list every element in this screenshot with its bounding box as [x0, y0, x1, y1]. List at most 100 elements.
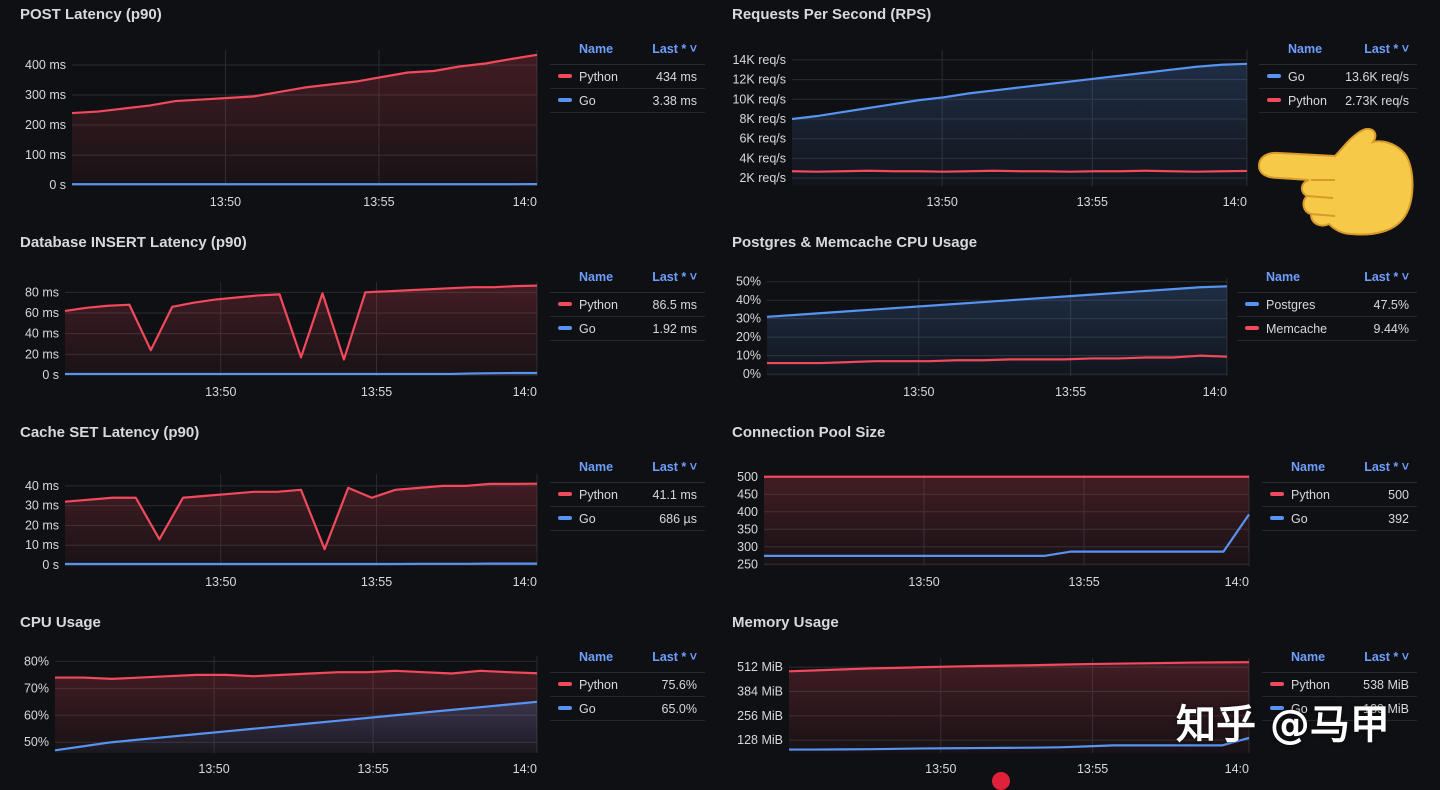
legend-row[interactable]: Python 434 ms — [550, 65, 705, 89]
legend-sort-last[interactable]: Last * ˅ — [652, 650, 697, 664]
series-last-value: 75.6% — [662, 678, 697, 692]
y-tick-label: 70% — [24, 681, 49, 695]
series-last-value: 47.5% — [1374, 298, 1409, 312]
panel-title: Memory Usage — [732, 614, 839, 631]
panel-title: Requests Per Second (RPS) — [732, 6, 931, 23]
series-name: Python — [1291, 488, 1330, 502]
legend-sort-last[interactable]: Last * ˅ — [652, 270, 697, 284]
y-tick-label: 14K req/s — [732, 53, 786, 67]
y-tick-label: 0% — [743, 367, 761, 381]
y-tick-label: 12K req/s — [732, 73, 786, 87]
x-tick-label: 13:55 — [361, 385, 392, 399]
series-swatch — [1270, 492, 1284, 496]
y-tick-label: 400 ms — [25, 58, 66, 72]
legend-sort-name[interactable]: Name — [579, 42, 613, 56]
legend-sort-last[interactable]: Last * ˅ — [1364, 270, 1409, 284]
series-name: Python — [1291, 678, 1330, 692]
legend-sort-name[interactable]: Name — [1291, 650, 1325, 664]
panel-title: Cache SET Latency (p90) — [20, 424, 199, 441]
legend-sort-name[interactable]: Name — [579, 650, 613, 664]
y-tick-label: 50% — [24, 735, 49, 749]
series-swatch — [558, 682, 572, 686]
series-swatch — [1270, 682, 1284, 686]
y-tick-label: 350 — [737, 522, 758, 536]
series-swatch — [558, 326, 572, 330]
series-swatch — [558, 706, 572, 710]
y-tick-label: 8K req/s — [739, 112, 786, 126]
panel-title: POST Latency (p90) — [20, 6, 162, 23]
x-tick-label: 13:55 — [357, 762, 388, 776]
series-area-python — [65, 286, 537, 376]
legend-sort-last[interactable]: Last * ˅ — [1364, 460, 1409, 474]
series-name: Python — [579, 298, 618, 312]
panel-cpu-usage-pg-mc[interactable]: Postgres & Memcache CPU Usage 0%10%20%30… — [732, 234, 1422, 414]
series-swatch — [558, 74, 572, 78]
y-tick-label: 0 s — [42, 368, 59, 382]
legend-sort-name[interactable]: Name — [1266, 270, 1300, 284]
series-swatch — [558, 492, 572, 496]
series-swatch — [558, 516, 572, 520]
series-last-value: 392 — [1388, 512, 1409, 526]
legend-sort-last[interactable]: Last * ˅ — [652, 42, 697, 56]
x-tick-label: 13:55 — [1068, 575, 1099, 589]
series-name: Python — [579, 70, 618, 84]
legend-sort-name[interactable]: Name — [579, 460, 613, 474]
series-name: Python — [579, 488, 618, 502]
x-tick-label: 14:0 — [1203, 385, 1227, 399]
series-name: Memcache — [1266, 322, 1327, 336]
y-tick-label: 6K req/s — [739, 132, 786, 146]
x-tick-label: 13:50 — [205, 575, 236, 589]
series-last-value: 86.5 ms — [653, 298, 697, 312]
x-tick-label: 14:0 — [513, 195, 537, 209]
x-tick-label: 13:55 — [363, 195, 394, 209]
series-line-python — [792, 171, 1247, 172]
legend-sort-last[interactable]: Last * ˅ — [652, 460, 697, 474]
legend-sort-name[interactable]: Name — [579, 270, 613, 284]
series-swatch — [558, 98, 572, 102]
y-tick-label: 30 ms — [25, 499, 59, 513]
y-tick-label: 300 — [737, 540, 758, 554]
y-tick-label: 4K req/s — [739, 151, 786, 165]
series-last-value: 686 µs — [659, 512, 697, 526]
pointing-hand-icon — [1255, 126, 1415, 238]
y-tick-label: 500 — [737, 470, 758, 484]
legend-sort-name[interactable]: Name — [1288, 42, 1322, 56]
series-area-python — [72, 55, 537, 186]
y-tick-label: 256 MiB — [737, 709, 783, 723]
legend-sort-last[interactable]: Last * ˅ — [1364, 650, 1409, 664]
legend-header: Name Last * ˅ — [1262, 460, 1417, 483]
x-tick-label: 13:50 — [903, 385, 934, 399]
legend-sort-last[interactable]: Last * ˅ — [1364, 42, 1409, 56]
legend-sort-name[interactable]: Name — [1291, 460, 1325, 474]
x-tick-label: 13:50 — [198, 762, 229, 776]
series-last-value: 434 ms — [656, 70, 697, 84]
legend-row[interactable]: Python 86.5 ms — [550, 293, 705, 317]
y-tick-label: 200 ms — [25, 118, 66, 132]
